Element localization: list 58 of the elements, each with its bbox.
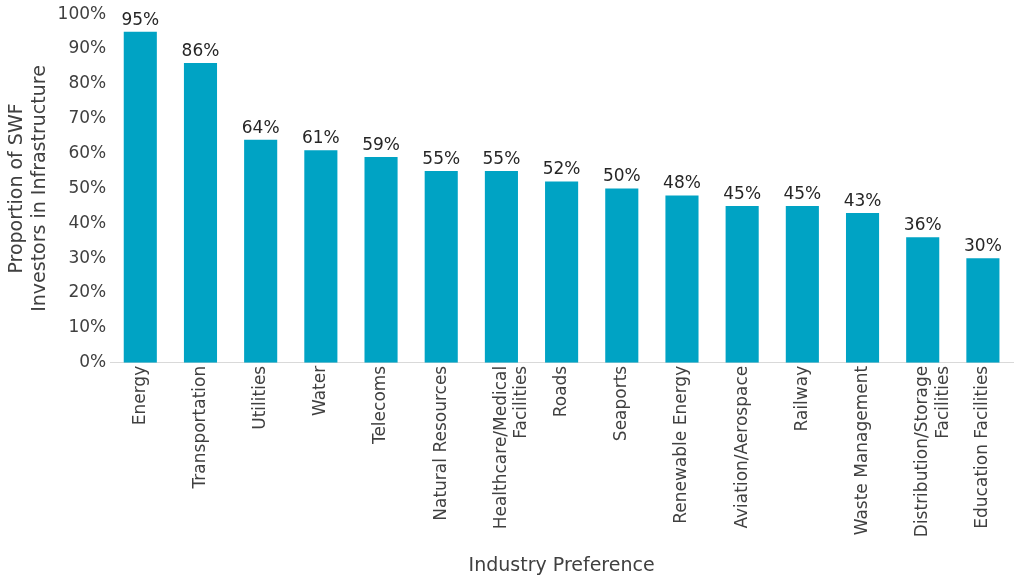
data-label: 50%	[602, 165, 641, 186]
bar	[545, 181, 579, 363]
bar	[906, 237, 940, 363]
data-label: 48%	[663, 172, 701, 193]
y-tick-label: 50%	[68, 176, 107, 197]
y-tick-label: 0%	[79, 351, 107, 372]
y-tick-label: 90%	[68, 37, 107, 58]
y-tick-label: 40%	[68, 211, 107, 232]
data-label: 95%	[121, 8, 160, 29]
data-label: 45%	[723, 182, 762, 203]
data-label: 55%	[482, 147, 521, 168]
y-tick-label: 10%	[68, 316, 107, 337]
y-tick-label: 60%	[68, 142, 107, 163]
y-tick-label: 70%	[68, 107, 107, 128]
y-tick-label: 100%	[57, 2, 107, 23]
x-tick-label: Energy	[128, 365, 149, 426]
y-tick-label: 30%	[68, 246, 107, 267]
bar	[484, 171, 518, 363]
x-tick-label: Natural Resources	[429, 365, 450, 521]
y-tick-label: 20%	[68, 281, 107, 302]
x-tick-label: Distribution/Storage Facilities	[911, 365, 952, 538]
bar	[785, 205, 819, 363]
bar	[364, 157, 398, 363]
x-tick-label: Transportation	[188, 365, 209, 490]
x-tick-label: Waste Management	[850, 365, 871, 536]
x-tick-label: Water	[309, 365, 330, 417]
bar	[244, 139, 278, 363]
x-tick-label: Utilities	[249, 365, 270, 430]
bar	[845, 212, 880, 363]
bar	[183, 63, 218, 363]
y-axis-title: Proportion of SWF Investors in Infrastructure	[4, 65, 50, 312]
data-label: 43%	[843, 189, 882, 210]
bar	[966, 258, 1000, 363]
x-tick-label: Aviation/Aerospace	[730, 365, 751, 529]
data-label: 64%	[241, 116, 280, 137]
data-label: 45%	[783, 182, 822, 203]
bar	[725, 205, 759, 363]
x-tick-label: Healthcare/Medical Facilities	[489, 365, 531, 530]
data-label: 30%	[964, 235, 1002, 256]
bar	[605, 188, 639, 363]
x-tick-label: Education Facilities	[971, 365, 992, 529]
data-label: 86%	[181, 39, 220, 60]
y-tick-label: 80%	[68, 72, 107, 93]
x-tick-label: Seaports	[610, 365, 631, 442]
data-label: 59%	[362, 134, 400, 155]
bar	[665, 195, 699, 363]
x-axis-title: Industry Preference	[468, 552, 655, 575]
x-tick-label: Telecoms	[369, 365, 390, 446]
data-label: 61%	[301, 127, 340, 148]
bar	[123, 31, 157, 363]
data-label: 36%	[903, 214, 942, 235]
data-label: 52%	[542, 158, 581, 179]
bar	[424, 171, 458, 363]
x-tick-label: Roads	[550, 365, 571, 418]
x-tick-label: Renewable Energy	[670, 365, 691, 524]
x-tick-label: Railway	[790, 365, 811, 432]
data-label: 55%	[422, 147, 461, 168]
bar	[304, 150, 338, 363]
